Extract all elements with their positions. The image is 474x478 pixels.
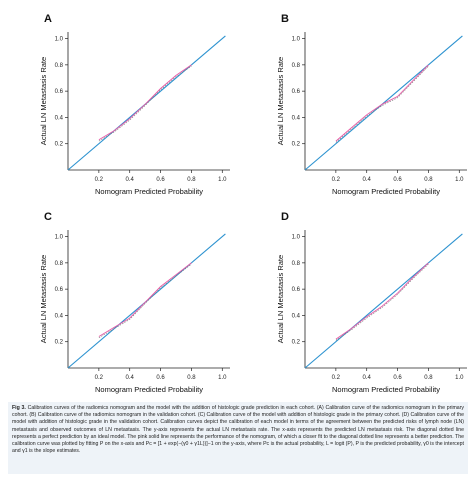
- y-tick-label: 0.8: [292, 63, 301, 69]
- y-tick-label: 0.4: [55, 115, 64, 121]
- y-tick-label: 0.6: [55, 89, 64, 95]
- y-tick-label: 1.0: [55, 235, 64, 241]
- x-tick-label: 0.6: [156, 375, 165, 381]
- x-tick-label: 0.4: [126, 177, 135, 183]
- x-axis-title: Nomogram Predicted Probability: [332, 385, 440, 394]
- x-tick-label: 1.0: [218, 177, 227, 183]
- x-tick-label: 0.8: [424, 177, 433, 183]
- apparent-calibration-line: [98, 262, 192, 337]
- calibration-panel-b: B 0.2 0.4 0.6 0.8 1.0 0.2 0.4 0.6 0.8 1.0 Nomogram …: [237, 0, 474, 198]
- bias-corrected-calibration-line: [335, 65, 429, 143]
- y-tick-label: 1.0: [292, 37, 301, 43]
- panel-label: C: [44, 211, 52, 223]
- x-tick-label: 0.2: [95, 375, 104, 381]
- calibration-chart-d: D 0.2 0.4 0.6 0.8 1.0 0.2 0.4 0.6 0.8 1.0 Nomogram …: [276, 211, 467, 394]
- figure-caption: Fig 3. Calibration curves of the radiomi…: [12, 405, 464, 455]
- x-axis-title: Nomogram Predicted Probability: [95, 385, 203, 394]
- ideal-calibration-line: [304, 233, 463, 369]
- y-axis-title: Actual LN Metastasis Rate: [276, 57, 285, 145]
- ideal-calibration-line: [304, 35, 463, 171]
- y-tick-label: 0.8: [292, 261, 301, 267]
- y-tick-label: 0.8: [55, 63, 64, 69]
- y-tick-label: 0.6: [292, 287, 301, 293]
- y-tick-label: 0.2: [55, 340, 64, 346]
- x-tick-label: 0.8: [424, 375, 433, 381]
- bias-corrected-calibration-line: [98, 65, 192, 142]
- panel-label: A: [44, 13, 52, 25]
- apparent-calibration-line: [98, 64, 192, 141]
- x-tick-label: 0.8: [187, 177, 196, 183]
- x-tick-label: 0.2: [332, 177, 341, 183]
- apparent-calibration-line: [335, 262, 429, 340]
- caption-background: [8, 402, 468, 474]
- calibration-chart-c: C 0.2 0.4 0.6 0.8 1.0 0.2 0.4 0.6 0.8 1.0 Nomogram …: [39, 211, 230, 394]
- y-tick-label: 0.8: [55, 261, 64, 267]
- y-tick-label: 0.2: [292, 340, 301, 346]
- calibration-chart-a: A 0.2 0.4 0.6 0.8 1.0 0.2 0.4 0.6 0.8 1.0 Nomogram …: [39, 13, 230, 196]
- panel-label: B: [281, 13, 289, 25]
- apparent-calibration-line: [335, 64, 429, 142]
- y-axis-title: Actual LN Metastasis Rate: [39, 255, 48, 343]
- x-tick-label: 0.2: [332, 375, 341, 381]
- calibration-panel-c: C 0.2 0.4 0.6 0.8 1.0 0.2 0.4 0.6 0.8 1.0 Nomogram …: [0, 198, 237, 396]
- y-tick-label: 0.4: [55, 313, 64, 319]
- y-tick-label: 0.6: [292, 89, 301, 95]
- y-tick-label: 0.4: [292, 313, 301, 319]
- y-axis-title: Actual LN Metastasis Rate: [39, 57, 48, 145]
- y-tick-label: 1.0: [55, 37, 64, 43]
- y-tick-label: 0.6: [55, 287, 64, 293]
- y-tick-label: 0.2: [55, 142, 64, 148]
- x-tick-label: 0.4: [363, 177, 372, 183]
- y-tick-label: 1.0: [292, 235, 301, 241]
- y-tick-label: 0.2: [292, 142, 301, 148]
- x-tick-label: 0.8: [187, 375, 196, 381]
- x-axis-title: Nomogram Predicted Probability: [95, 187, 203, 196]
- caption-text: Calibration curves of the radiomics nomo…: [12, 405, 465, 455]
- calibration-chart-b: B 0.2 0.4 0.6 0.8 1.0 0.2 0.4 0.6 0.8 1.0 Nomogram …: [276, 13, 467, 196]
- bias-corrected-calibration-line: [98, 263, 192, 339]
- x-tick-label: 0.6: [393, 177, 402, 183]
- y-tick-label: 0.4: [292, 115, 301, 121]
- x-tick-label: 0.4: [363, 375, 372, 381]
- x-tick-label: 1.0: [455, 177, 464, 183]
- calibration-panel-d: D 0.2 0.4 0.6 0.8 1.0 0.2 0.4 0.6 0.8 1.0 Nomogram …: [237, 198, 474, 396]
- x-tick-label: 1.0: [455, 375, 464, 381]
- x-tick-label: 0.4: [126, 375, 135, 381]
- x-tick-label: 0.2: [95, 177, 104, 183]
- bias-corrected-calibration-line: [335, 263, 429, 341]
- x-axis-title: Nomogram Predicted Probability: [332, 187, 440, 196]
- x-tick-label: 1.0: [218, 375, 227, 381]
- y-axis-title: Actual LN Metastasis Rate: [276, 255, 285, 343]
- x-tick-label: 0.6: [393, 375, 402, 381]
- caption-label: Fig 3.: [12, 405, 26, 411]
- x-tick-label: 0.6: [156, 177, 165, 183]
- panel-label: D: [281, 211, 289, 223]
- calibration-panel-a: A 0.2 0.4 0.6 0.8 1.0 0.2 0.4 0.6 0.8 1.0 Nomogram …: [0, 0, 237, 198]
